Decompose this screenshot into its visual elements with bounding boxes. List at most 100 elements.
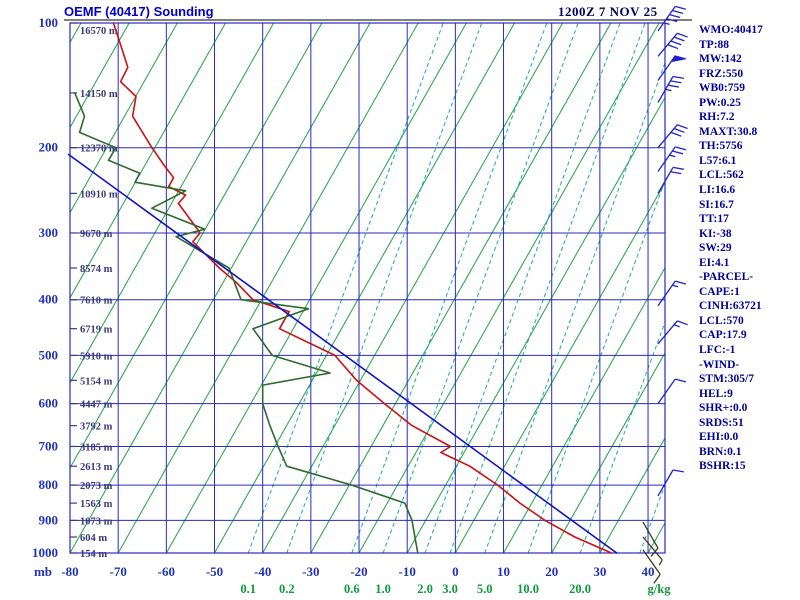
svg-text:-30: -30 bbox=[302, 564, 319, 579]
stat-line: SI:16.7 bbox=[699, 198, 734, 211]
svg-text:0.2: 0.2 bbox=[279, 582, 295, 596]
height-labels: 16570 m 14150 m 12370 m 10910 m 9670 m 8574 m… bbox=[70, 22, 118, 560]
stat-line: SHR+:0.0 bbox=[699, 402, 748, 415]
svg-text:-80: -80 bbox=[61, 564, 78, 579]
isotherm-lines bbox=[70, 23, 665, 553]
svg-text:0: 0 bbox=[452, 564, 459, 579]
svg-text:600: 600 bbox=[39, 396, 59, 411]
stat-line: SRDS:51 bbox=[699, 416, 744, 429]
stat-line: TT:17 bbox=[699, 213, 729, 226]
svg-text:40: 40 bbox=[642, 564, 655, 579]
stat-line: CINH:63721 bbox=[699, 300, 762, 313]
stat-section-header: -PARCEL- bbox=[699, 271, 754, 284]
temperature-trace bbox=[112, 22, 613, 554]
svg-text:500: 500 bbox=[39, 347, 59, 362]
stat-line: LI:16.6 bbox=[699, 184, 736, 197]
grid bbox=[69, 22, 665, 554]
stat-line: WMO:40417 bbox=[699, 24, 763, 36]
stat-line: STM:305/7 bbox=[699, 373, 754, 386]
stat-section-header: -WIND- bbox=[699, 358, 740, 371]
svg-text:200: 200 bbox=[39, 140, 59, 155]
svg-text:10910 m: 10910 m bbox=[80, 189, 118, 200]
svg-text:1000: 1000 bbox=[32, 545, 58, 560]
stat-line: MAXT:30.8 bbox=[699, 125, 758, 138]
svg-text:5.0: 5.0 bbox=[477, 582, 493, 596]
svg-text:900: 900 bbox=[39, 512, 59, 527]
svg-text:14150 m: 14150 m bbox=[80, 89, 118, 100]
pressure-axis-labels: 100 200 300 400 500 600 700 800 900 1000 mb bbox=[32, 15, 58, 579]
svg-text:-40: -40 bbox=[254, 564, 271, 579]
plot-border bbox=[69, 22, 666, 554]
stat-line: EHI:0.0 bbox=[699, 431, 739, 444]
svg-text:604 m: 604 m bbox=[80, 533, 107, 544]
svg-text:-60: -60 bbox=[158, 564, 175, 579]
stat-line: KI:-38 bbox=[699, 227, 732, 240]
stat-line: MW:142 bbox=[699, 53, 742, 66]
svg-text:16570 m: 16570 m bbox=[80, 26, 118, 37]
stat-line: TH:5756 bbox=[699, 140, 743, 153]
stat-line: BSHR:15 bbox=[699, 460, 746, 473]
stat-line: LFC:-1 bbox=[699, 344, 736, 357]
mixing-unit-label: g/kg bbox=[648, 582, 672, 596]
svg-text:3185 m: 3185 m bbox=[80, 442, 113, 453]
stat-line: RH:7.2 bbox=[699, 111, 735, 124]
svg-text:10: 10 bbox=[497, 564, 510, 579]
header-datetime: 1200Z 7 NOV 25 bbox=[558, 4, 658, 19]
svg-text:20.0: 20.0 bbox=[569, 582, 591, 596]
svg-text:12370 m: 12370 m bbox=[80, 144, 118, 155]
svg-text:1.0: 1.0 bbox=[375, 582, 391, 596]
svg-text:5910 m: 5910 m bbox=[80, 351, 113, 362]
svg-text:-70: -70 bbox=[109, 564, 126, 579]
svg-text:6719 m: 6719 m bbox=[80, 325, 113, 336]
svg-text:0.6: 0.6 bbox=[344, 582, 360, 596]
stat-line: HEL:9 bbox=[699, 387, 733, 400]
svg-text:400: 400 bbox=[39, 292, 59, 307]
svg-text:-20: -20 bbox=[350, 564, 367, 579]
stat-line: CAP:17.9 bbox=[699, 329, 747, 342]
stat-line: CAPE:1 bbox=[699, 285, 740, 298]
svg-text:-50: -50 bbox=[206, 564, 223, 579]
mixing-ratio-lines bbox=[247, 23, 665, 553]
stat-line: LCL:570 bbox=[699, 314, 744, 327]
stat-line: PW:0.25 bbox=[699, 96, 741, 109]
stat-line: BRN:0.1 bbox=[699, 445, 742, 458]
svg-text:20: 20 bbox=[545, 564, 558, 579]
svg-text:10.0: 10.0 bbox=[517, 582, 539, 596]
pressure-unit-label: mb bbox=[34, 564, 52, 579]
svg-text:100: 100 bbox=[39, 15, 59, 30]
stat-line: WB0:759 bbox=[699, 82, 745, 95]
svg-text:5154 m: 5154 m bbox=[80, 376, 113, 387]
svg-text:800: 800 bbox=[39, 477, 59, 492]
svg-text:300: 300 bbox=[39, 225, 59, 240]
svg-text:2073 m: 2073 m bbox=[80, 481, 113, 492]
stat-line: EI:4.1 bbox=[699, 256, 730, 269]
svg-text:7610 m: 7610 m bbox=[80, 296, 113, 307]
svg-text:3792 m: 3792 m bbox=[80, 422, 113, 433]
wind-barbs bbox=[642, 5, 688, 584]
svg-text:3.0: 3.0 bbox=[442, 582, 458, 596]
reference-line-trace bbox=[67, 153, 618, 554]
stat-line: L57:6.1 bbox=[699, 154, 737, 167]
svg-text:2.0: 2.0 bbox=[417, 582, 433, 596]
svg-text:1073 m: 1073 m bbox=[80, 516, 113, 527]
svg-text:2613 m: 2613 m bbox=[80, 462, 113, 473]
svg-text:8574 m: 8574 m bbox=[80, 264, 113, 275]
svg-text:1563 m: 1563 m bbox=[80, 499, 113, 510]
svg-text:4447 m: 4447 m bbox=[80, 400, 113, 411]
mixing-ratio-labels: 0.1 0.2 0.6 1.0 2.0 3.0 5.0 10.0 20.0 g/kg bbox=[240, 582, 671, 596]
svg-text:-10: -10 bbox=[399, 564, 416, 579]
stats-panel: WMO:40417 TP:88 MW:142 FRZ:550 WB0:759 PW:0.2… bbox=[699, 23, 763, 474]
svg-text:9670 m: 9670 m bbox=[80, 229, 113, 240]
svg-text:30: 30 bbox=[593, 564, 606, 579]
page-title: OEMF (40417) Sounding bbox=[64, 4, 214, 19]
stat-line: TP:88 bbox=[699, 38, 730, 51]
temperature-axis-labels: -80 -70 -60 -50 -40 -30 -20 -10 0 10 20 30 40 bbox=[61, 564, 654, 579]
svg-text:0.1: 0.1 bbox=[240, 582, 256, 596]
stat-line: LCL:562 bbox=[699, 169, 744, 182]
svg-text:700: 700 bbox=[39, 438, 59, 453]
stat-line: SW:29 bbox=[699, 242, 732, 255]
stat-line: FRZ:550 bbox=[699, 67, 744, 80]
svg-text:154 m: 154 m bbox=[80, 549, 107, 560]
